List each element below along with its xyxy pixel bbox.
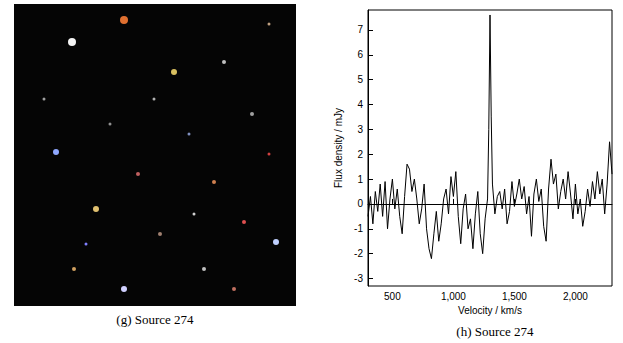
svg-text:1,000: 1,000 — [441, 291, 466, 302]
svg-text:Velocity / km/s: Velocity / km/s — [458, 305, 522, 316]
svg-text:5: 5 — [357, 74, 363, 85]
svg-text:4: 4 — [357, 99, 363, 110]
svg-text:Flux density / mJy: Flux density / mJy — [333, 108, 344, 188]
svg-text:3: 3 — [357, 124, 363, 135]
svg-text:1: 1 — [357, 174, 363, 185]
svg-text:1,500: 1,500 — [502, 291, 527, 302]
svg-text:2,000: 2,000 — [563, 291, 588, 302]
svg-text:6: 6 — [357, 49, 363, 60]
html-text:(g) Source 274: (g) Source 274 — [116, 312, 194, 327]
svg-text:-3: -3 — [354, 273, 363, 284]
svg-text:0: 0 — [357, 198, 363, 209]
svg-text:-1: -1 — [354, 223, 363, 234]
svg-text:-2: -2 — [354, 248, 363, 259]
svg-text:2: 2 — [357, 149, 363, 160]
html-text:(h) Source 274: (h) Source 274 — [456, 324, 534, 339]
svg-text:7: 7 — [357, 24, 363, 35]
svg-text:500: 500 — [384, 291, 401, 302]
